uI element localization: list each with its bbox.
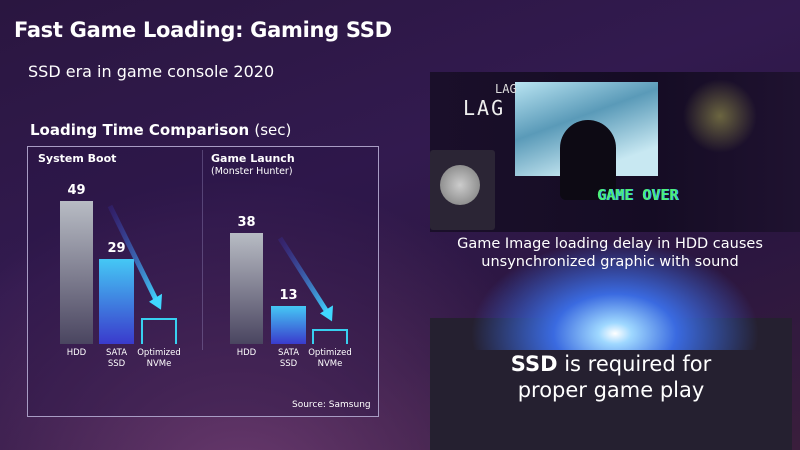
panel-title-system-boot: System Boot	[38, 152, 117, 165]
chart-unit: (sec)	[254, 121, 292, 139]
panel-title-game-launch: Game Launch	[211, 152, 295, 165]
bar-sata-ssd	[99, 259, 134, 344]
bar-optimized-nvme	[141, 317, 177, 344]
bar-sata-ssd	[271, 306, 306, 344]
caption-line-1: Game Image loading delay in HDD causes	[457, 236, 763, 252]
panel-divider	[202, 150, 203, 350]
game-over-text: GAME OVER	[597, 186, 679, 204]
hard-disk-icon	[440, 165, 480, 205]
x-tick-label: HDD	[52, 348, 102, 359]
lag-text-small: LAG	[495, 82, 517, 96]
conclusion-rest: is required for	[557, 352, 712, 376]
x-tick-label-line: SSD	[279, 359, 298, 369]
x-tick-label: Optimized NVMe	[134, 348, 184, 370]
x-tick-label: SATA SSD	[264, 348, 314, 370]
conclusion-bold: SSD	[510, 352, 558, 376]
value-label: 13	[279, 288, 298, 304]
player-silhouette	[560, 120, 616, 200]
bar-optimized-nvme	[312, 329, 348, 344]
bar-hdd	[60, 201, 93, 344]
value-label: 29	[107, 241, 126, 257]
x-tick-label-line: NVMe	[146, 359, 172, 369]
x-tick-label-line: HDD	[236, 348, 257, 358]
light-glow	[470, 240, 760, 350]
x-tick-label-line: Optimized	[308, 348, 352, 358]
conclusion-line-1: SSD is required for	[430, 352, 792, 376]
chart-section-title: Loading Time Comparison (sec)	[30, 121, 291, 139]
lag-text-big: LAG	[463, 96, 506, 120]
x-tick-label-line: SSD	[107, 359, 126, 369]
caption-line-2: unsynchronized graphic with sound	[481, 254, 739, 270]
value-label: 38	[237, 215, 256, 231]
x-tick-label-line: HDD	[66, 348, 87, 358]
value-label: 49	[67, 183, 86, 198]
conclusion-line-2: proper game play	[517, 378, 705, 402]
x-tick-label: HDD	[222, 348, 272, 359]
x-tick-label-line: Optimized	[137, 348, 181, 358]
bar-hdd	[230, 233, 263, 344]
chart-title-text: Loading Time Comparison	[30, 121, 250, 139]
slide-title: Fast Game Loading: Gaming SSD	[14, 18, 392, 42]
panel-subtitle-game-launch: (Monster Hunter)	[211, 166, 293, 177]
monster-image	[680, 76, 760, 156]
x-tick-label-line: NVMe	[317, 359, 343, 369]
source-note: Source: Samsung	[292, 400, 371, 410]
x-tick-label: SATA SSD	[92, 348, 142, 370]
x-tick-label: Optimized NVMe	[305, 348, 355, 370]
x-tick-label-line: SATA	[105, 348, 128, 358]
slide-subtitle: SSD era in game console 2020	[28, 62, 275, 81]
x-tick-label-line: SATA	[277, 348, 300, 358]
